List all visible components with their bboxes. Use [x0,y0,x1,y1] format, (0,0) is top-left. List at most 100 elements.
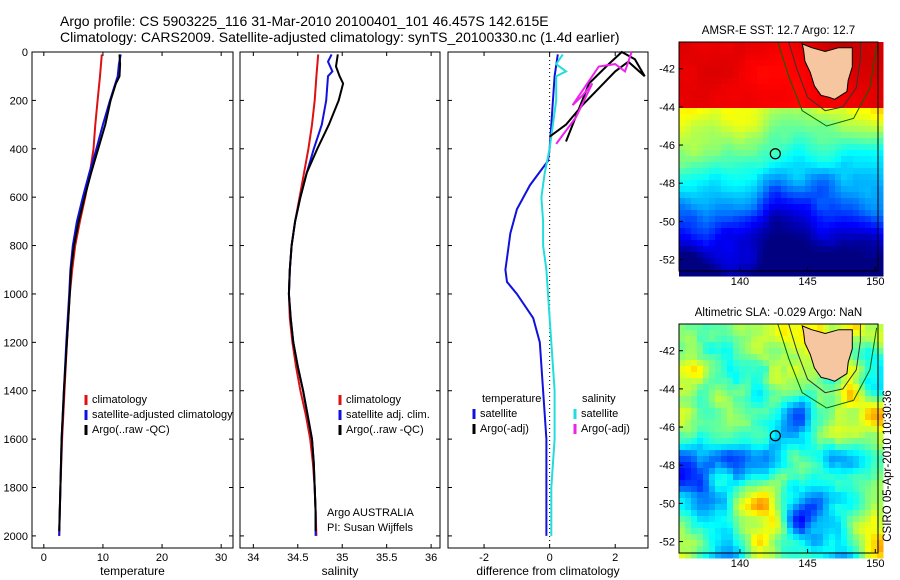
map-cell [751,540,758,547]
map-cell [835,132,842,139]
map-cell [865,138,872,145]
map-cell [733,174,740,181]
map-cell [733,138,740,145]
map-cell [871,372,878,379]
map-cell [739,426,746,433]
map-cell [679,456,686,463]
map-cell [853,258,860,265]
map-cell [679,444,686,451]
map-cell [775,546,782,553]
map-cell [877,396,884,403]
map-cell [697,438,704,445]
map-cell [871,138,878,145]
map-cell [733,504,740,511]
map-cell [775,192,782,199]
map-cell [835,252,842,259]
map-cell [823,114,830,121]
map-cell [793,66,800,73]
map-cell [691,510,698,517]
map-cell [751,342,758,349]
map-cell [865,510,872,517]
map-cell [709,54,716,61]
map-cell [877,174,884,181]
map-cell [703,192,710,199]
map-cell [769,354,776,361]
map-cell [847,396,854,403]
map-cell [871,72,878,79]
map-cell [859,114,866,121]
map-cell [775,552,782,559]
map-cell [865,228,872,235]
map-cell [679,216,686,223]
map-cell [709,156,716,163]
map-cell [727,492,734,499]
map-cell [733,192,740,199]
map-cell [787,342,794,349]
map-cell [691,504,698,511]
map-cell [865,336,872,343]
map-cell [679,258,686,265]
map-cell [715,522,722,529]
map-cell [709,366,716,373]
map-cell [799,264,806,271]
map-cell [853,186,860,193]
map-cell [721,72,728,79]
map-cell [685,510,692,517]
map-cell [859,510,866,517]
map-cell [757,228,764,235]
map-cell [835,150,842,157]
map-cell [811,372,818,379]
map-cell [835,180,842,187]
map-cell [769,348,776,355]
map-cell [691,66,698,73]
map-cell [697,372,704,379]
map-cell [811,516,818,523]
map-cell [853,522,860,529]
map-cell [739,120,746,127]
map-cell [871,522,878,529]
map-cell [715,384,722,391]
map-cell [775,120,782,127]
map-cell [853,480,860,487]
map-cell [793,414,800,421]
map-cell [733,48,740,55]
map-cell [691,534,698,541]
map-cell [715,510,722,517]
map-cell [763,258,770,265]
map-cell [835,270,842,277]
map-cell [751,246,758,253]
x-tick-label: -2 [479,552,489,564]
map-cell [817,378,824,385]
map-cell [871,144,878,151]
map-cell [817,540,824,547]
map-cell [859,456,866,463]
map-cell [697,360,704,367]
map-cell [817,402,824,409]
map-cell [721,552,728,559]
map-cell [793,198,800,205]
map-cell [877,234,884,241]
map-cell [763,246,770,253]
map-cell [847,162,854,169]
map-cell [841,42,848,49]
map-cell [745,156,752,163]
map-cell [859,264,866,271]
map-cell [757,96,764,103]
map-cell [721,468,728,475]
map-cell [877,408,884,415]
map-cell [691,414,698,421]
map-cell [685,540,692,547]
map-cell [823,198,830,205]
map-cell [763,210,770,217]
map-cell [691,234,698,241]
map-cell [877,540,884,547]
map-cell [679,126,686,133]
map-cell [781,42,788,49]
map-cell [727,360,734,367]
map-cell [805,78,812,85]
map-cell [775,468,782,475]
map-cell [745,480,752,487]
map-cell [793,234,800,241]
map-cell [727,534,734,541]
map-cell [853,372,860,379]
